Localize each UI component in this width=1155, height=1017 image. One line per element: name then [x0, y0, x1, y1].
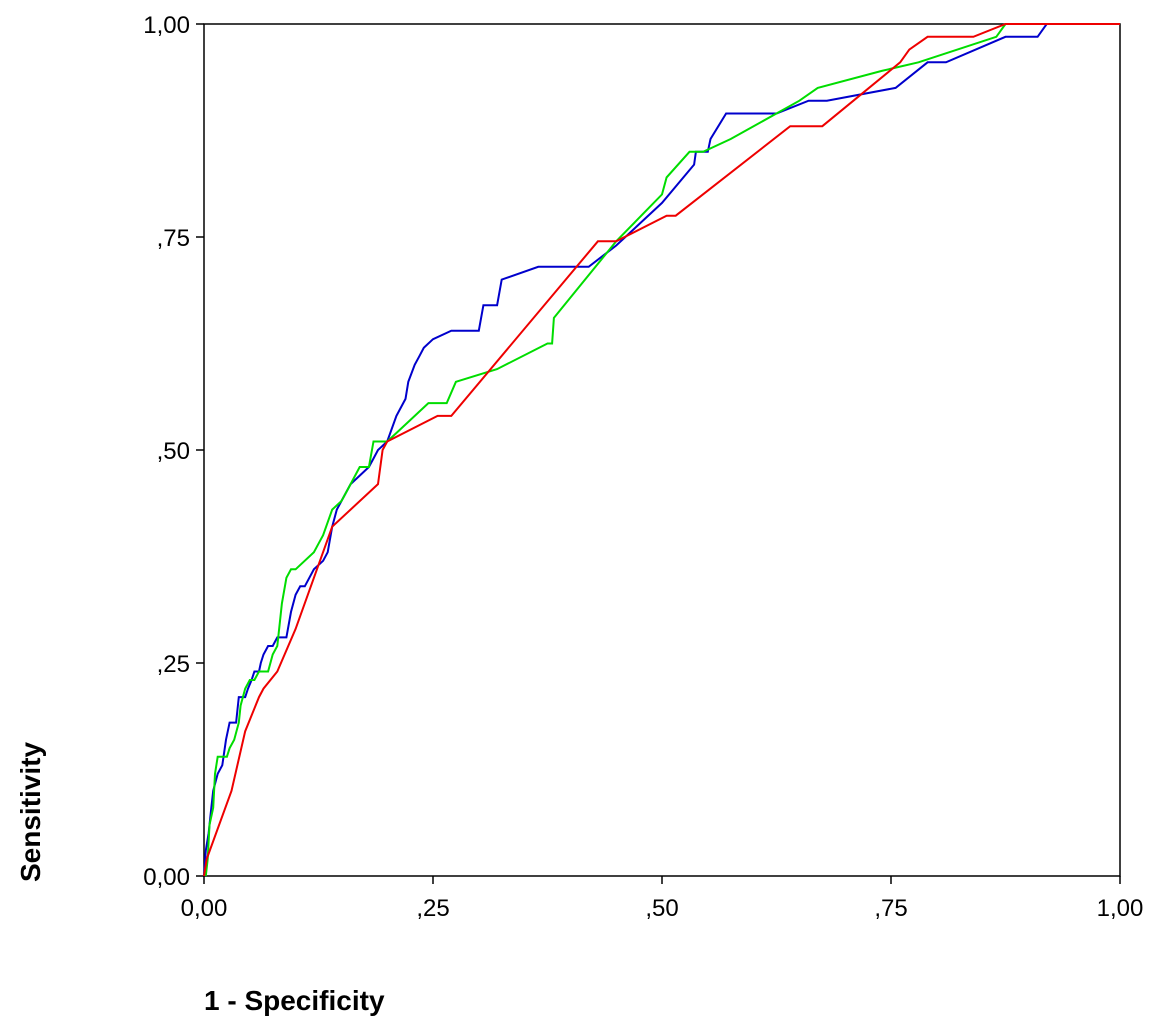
plot-frame [203, 23, 1121, 877]
x-tick-label: ,25 [416, 895, 449, 922]
roc-curve-3 [203, 23, 1120, 877]
y-axis-title: Sensitivity [15, 742, 46, 882]
y-tick-label: ,50 [157, 438, 190, 465]
y-tick-label: 0,00 [143, 864, 190, 891]
x-tick-label: 0,00 [181, 895, 228, 922]
x-tick-label: ,75 [874, 895, 907, 922]
y-tick-label: ,25 [157, 651, 190, 678]
x-tick-label: 1,00 [1097, 895, 1144, 922]
y-tick-label: ,75 [157, 225, 190, 252]
y-axis-ticks: 0,00 ,25 ,50 ,75 1,00 [143, 12, 204, 891]
x-tick-label: ,50 [645, 895, 678, 922]
roc-curve-2 [204, 23, 1120, 877]
x-axis-ticks: 0,00 ,25 ,50 ,75 1,00 [181, 876, 1144, 922]
y-tick-label: 1,00 [143, 12, 190, 39]
roc-curve-1 [203, 23, 1120, 877]
series-group [203, 23, 1120, 877]
x-axis-title: 1 - Specificity [204, 985, 385, 1016]
